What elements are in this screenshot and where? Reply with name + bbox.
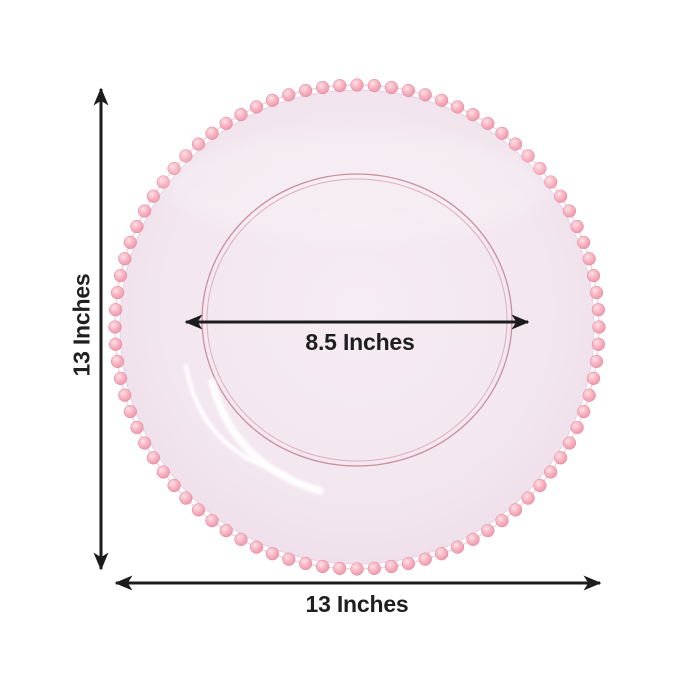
rim-bead [298,83,313,98]
rim-bead [495,514,509,528]
rim-bead [589,354,604,369]
rim-bead [553,189,568,203]
rim-bead [577,235,591,250]
inner-diameter-label: 8.5 Inches [305,329,415,355]
rim-bead [586,268,601,283]
rim-bead [350,78,364,92]
rim-bead [123,235,137,250]
rim-bead [113,268,128,283]
rim-bead [591,303,606,317]
rim-bead [113,371,128,386]
rim-bead [481,116,495,131]
rim-bead [367,561,381,576]
rim-bead [219,116,233,131]
rim-bead [401,83,416,98]
rim-bead [219,523,233,538]
glare-streak-inner [208,378,324,495]
rim-bead [179,491,193,505]
rim-bead [570,420,584,435]
rim-bead [333,78,347,93]
rim-bead [265,93,280,107]
rim-bead [191,503,206,517]
rim-bead [586,371,601,386]
rim-bead [508,137,523,151]
rim-bead [205,514,219,528]
rim-bead [118,388,132,402]
rim-bead [137,204,152,218]
rim-bead [137,436,152,450]
rim-bead [481,523,495,538]
rim-bead [582,388,596,402]
rim-bead [146,451,161,465]
rim-bead [191,137,206,151]
rim-bead [450,100,465,114]
rim-bead [265,547,280,561]
rim-bead [418,552,432,566]
height-dimension-label: 13 Inches [68,273,95,377]
rim-bead [156,465,170,479]
rim-bead [249,100,264,114]
rim-bead [418,88,432,102]
rim-bead [234,107,248,122]
rim-bead [591,337,606,351]
rim-bead [592,320,606,334]
rim-bead [315,80,330,95]
rim-bead [108,320,122,334]
rim-bead [533,478,547,493]
rim-bead [521,491,535,505]
rim-bead [582,252,596,266]
dimension-arrows [93,87,602,591]
rim-bead [367,78,381,93]
rim-bead [146,189,161,203]
rim-bead [110,285,125,300]
rim-bead [466,107,480,122]
rim-bead [350,562,364,576]
rim-bead [205,126,219,140]
width-dimension-label: 13 Inches [305,591,409,617]
rim-bead [450,540,465,554]
rim-bead [562,204,577,218]
rim-bead [562,436,577,450]
rim-bead [130,420,144,435]
rim-bead [401,556,416,571]
rim-bead [249,540,264,554]
sheen-highlight [162,133,552,237]
rim-bead [333,561,347,576]
rim-bead [577,404,591,419]
rim-bead [570,219,584,234]
rim-bead [553,451,568,465]
rim-bead [123,404,137,419]
rim-bead [167,478,181,493]
rim-bead [130,219,144,234]
glare-highlights [184,364,324,495]
rim-bead [508,503,523,517]
rim-bead [234,532,248,547]
rim-bead [108,303,123,317]
rim-bead [298,556,313,571]
rim-bead [466,532,480,547]
rim-bead [434,547,449,561]
rim-bead [282,88,296,102]
rim-bead [282,552,296,566]
rim-bead [495,126,509,140]
rim-bead [315,559,330,574]
rim-bead [384,80,399,95]
bead-rim [108,78,606,576]
rim-bead [434,93,449,107]
rim-bead [110,354,125,369]
rim-bead [384,559,399,574]
rim-bead [108,337,123,351]
rim-bead [544,465,558,479]
rim-bead [589,285,604,300]
rim-bead [118,252,132,266]
